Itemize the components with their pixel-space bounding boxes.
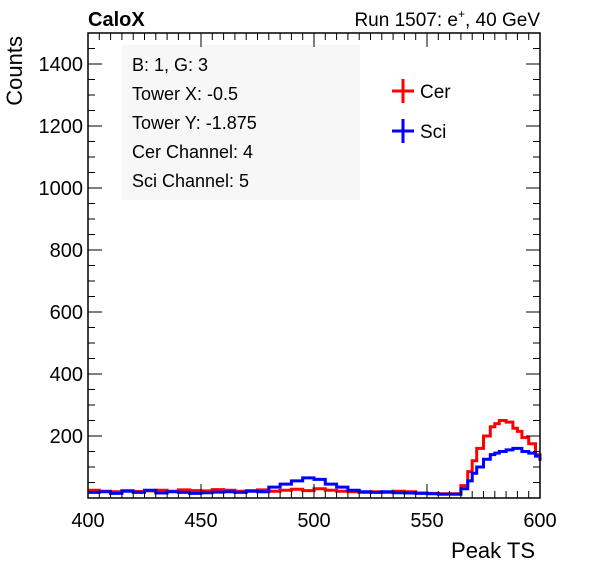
header-right-sup: + bbox=[458, 7, 465, 21]
info-line: Tower Y: -1.875 bbox=[132, 113, 257, 133]
series-layer bbox=[88, 419, 542, 496]
header-left: CaloX bbox=[88, 9, 145, 31]
info-box: B: 1, G: 3 Tower X: -0.5 Tower Y: -1.875… bbox=[122, 45, 360, 200]
info-line: B: 1, G: 3 bbox=[132, 55, 208, 75]
legend-marker-sci bbox=[392, 119, 414, 143]
header-right-prefix: Run 1507: e bbox=[354, 10, 458, 31]
y-tick-label: 1200 bbox=[39, 116, 84, 138]
header-right: Run 1507: e+, 40 GeV bbox=[354, 7, 540, 31]
x-tick-label: 400 bbox=[71, 510, 104, 532]
legend-marker-cer bbox=[392, 79, 414, 103]
y-tick-label: 800 bbox=[50, 240, 83, 262]
x-tick-label: 600 bbox=[523, 510, 556, 532]
info-line: Cer Channel: 4 bbox=[132, 142, 253, 162]
y-tick-label: 600 bbox=[50, 302, 83, 324]
y-axis-title: Counts bbox=[2, 36, 27, 106]
y-tick-label: 1000 bbox=[39, 178, 84, 200]
y-tick-label: 200 bbox=[50, 426, 83, 448]
ticks-layer: 400 450 500 550 600 200 400 600 800 1000 1200 1400 bbox=[39, 32, 557, 532]
info-box-background bbox=[122, 45, 360, 200]
x-axis-title: Peak TS bbox=[451, 538, 535, 563]
x-tick-label: 550 bbox=[410, 510, 443, 532]
series-line-cer bbox=[88, 419, 542, 496]
y-tick-label: 400 bbox=[50, 364, 83, 386]
plot-frame bbox=[87, 32, 541, 499]
legend-label-cer: Cer bbox=[420, 82, 451, 103]
header-right-suffix: , 40 GeV bbox=[465, 10, 540, 31]
x-tick-label: 450 bbox=[184, 510, 217, 532]
x-tick-label: 500 bbox=[297, 510, 330, 532]
info-line: Tower X: -0.5 bbox=[132, 84, 238, 104]
legend-label-sci: Sci bbox=[420, 122, 446, 143]
legend: Cer Sci bbox=[392, 79, 451, 143]
y-tick-label: 1400 bbox=[39, 54, 84, 76]
info-line: Sci Channel: 5 bbox=[132, 171, 249, 191]
